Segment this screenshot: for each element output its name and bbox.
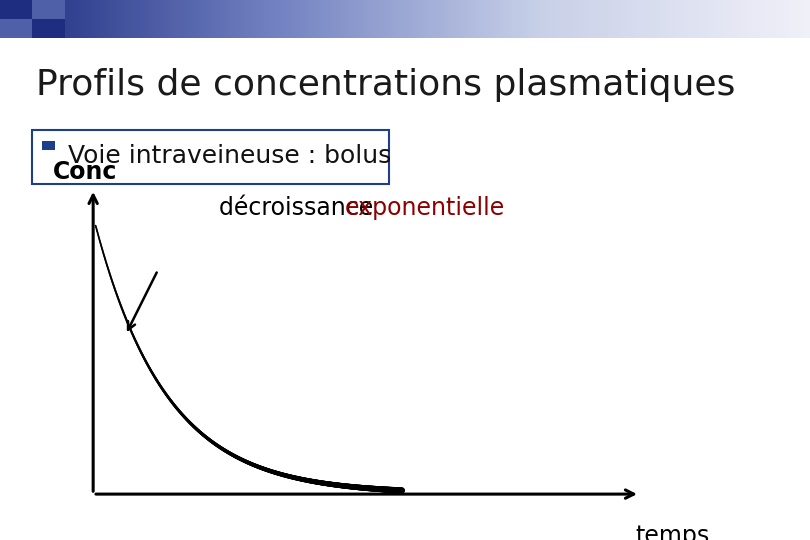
Text: Profils de concentrations plasmatiques: Profils de concentrations plasmatiques — [36, 68, 735, 102]
Bar — [0, 19, 32, 38]
Bar — [32, 130, 389, 184]
Text: décroissance: décroissance — [219, 196, 381, 220]
Text: exponentielle: exponentielle — [344, 196, 505, 220]
Text: Conc: Conc — [53, 160, 117, 184]
Text: temps: temps — [635, 524, 710, 540]
Bar — [0, 0, 32, 19]
Text: Voie intraveineuse : bolus: Voie intraveineuse : bolus — [68, 144, 391, 167]
Bar — [32, 19, 65, 38]
Bar — [42, 141, 55, 151]
Bar — [32, 0, 65, 19]
